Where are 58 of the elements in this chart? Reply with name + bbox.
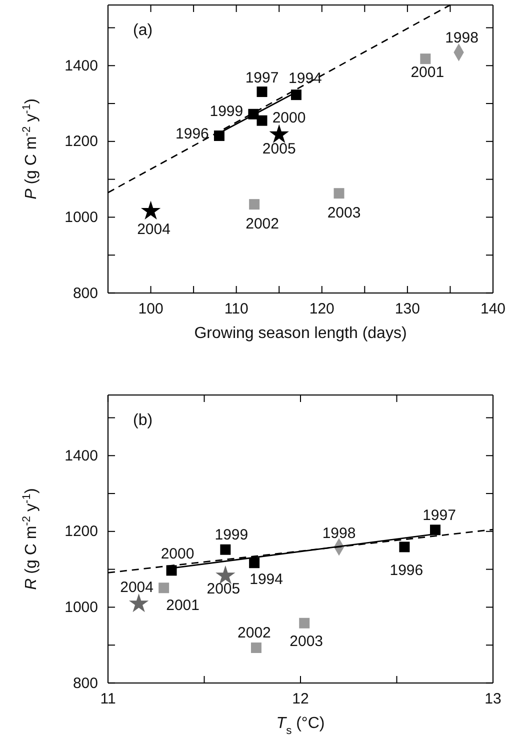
x-tick-label: 140 — [480, 300, 506, 318]
point — [299, 618, 310, 628]
annotation: 1994 — [288, 70, 322, 87]
point — [249, 558, 260, 568]
annotation: 1994 — [250, 570, 283, 588]
annotation: 1996 — [176, 126, 209, 143]
annotation: 2001 — [410, 64, 444, 81]
point — [334, 188, 344, 199]
annotation: 2000 — [160, 545, 194, 562]
y-tick-label: 1400 — [64, 447, 98, 464]
point — [269, 124, 289, 143]
annotation: 2002 — [238, 624, 271, 642]
y-tick-label: 1400 — [64, 57, 98, 74]
annotation: 1997 — [245, 70, 279, 87]
x-tick-label: 130 — [394, 300, 420, 318]
x-axis-title: T$_{s}$ (°C) — [276, 715, 325, 737]
x-tick-label: 110 — [224, 300, 248, 318]
annotation: 2001 — [166, 596, 200, 614]
x-tick-label: 12 — [292, 690, 309, 708]
x-tick-label: 120 — [309, 300, 334, 318]
point — [140, 200, 161, 220]
annotation: 2003 — [290, 633, 324, 650]
point — [158, 582, 170, 594]
x-tick-label: 11 — [100, 690, 116, 708]
annotation: 1999 — [214, 526, 248, 544]
annotation: 2000 — [272, 110, 306, 127]
annotation: 2004 — [137, 221, 170, 238]
y-tick-label: 1000 — [64, 209, 98, 226]
annotation: 2003 — [327, 204, 361, 222]
annotation: 1998 — [445, 29, 478, 46]
point — [399, 542, 410, 552]
y-tick-label: 800 — [72, 284, 98, 302]
annotation: 1999 — [210, 103, 244, 120]
point — [249, 199, 260, 210]
point — [128, 593, 149, 612]
annotation: 1997 — [422, 506, 456, 524]
point — [420, 54, 431, 64]
text: (b) — [133, 412, 153, 429]
point — [430, 524, 440, 536]
annotation: 2004 — [120, 578, 154, 596]
x-tick-label: 100 — [138, 300, 164, 318]
annotation: 1998 — [322, 524, 356, 542]
y-tick-label: 1000 — [64, 599, 98, 616]
annotation: 2002 — [246, 215, 279, 232]
annotation: 1996 — [390, 562, 424, 579]
y-tick-label: 1200 — [64, 133, 98, 150]
y-tick-label: 1200 — [64, 523, 98, 540]
annotation: 2005 — [206, 580, 240, 598]
point — [216, 565, 236, 584]
point — [220, 544, 231, 555]
point — [256, 86, 268, 98]
point — [256, 115, 268, 126]
text: (a) — [133, 22, 153, 39]
annotation: 2005 — [262, 140, 296, 158]
y-tick-label: 800 — [72, 674, 98, 692]
x-axis-title: Growing season length (days) — [194, 325, 407, 342]
point — [250, 642, 262, 653]
x-tick-label: 13 — [484, 690, 502, 708]
